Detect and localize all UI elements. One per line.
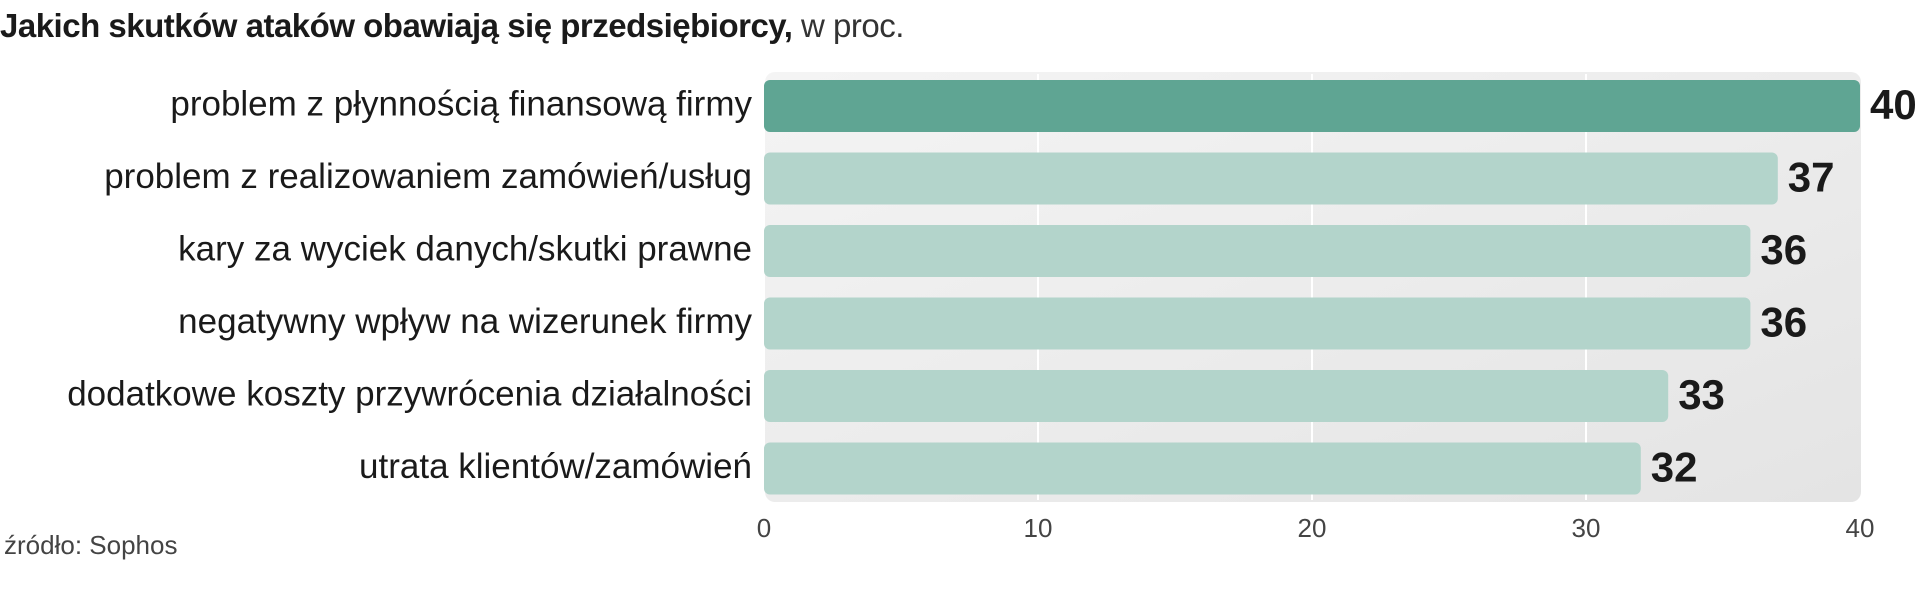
bar [764,442,1641,495]
x-axis-ticks: 0 10 20 30 40 [757,513,1875,543]
value-label: 36 [1760,299,1807,346]
bar [764,370,1669,422]
x-tick-label: 10 [1024,513,1053,543]
gridlines [1037,74,1587,500]
value-label: 36 [1760,226,1807,273]
category-label: dodatkowe koszty przywrócenia działalnoś… [67,374,752,413]
category-label: problem z płynnością finansową firmy [170,84,752,123]
category-labels: problem z płynnością finansową firmy prob… [67,84,752,486]
category-label: problem z realizowaniem zamówień/usług [104,157,752,196]
value-label: 37 [1788,154,1835,201]
source-note: źródło: Sophos [4,530,178,560]
bar [764,225,1751,277]
bar [764,80,1860,132]
bars [764,80,1860,495]
chart-title-main: Jakich skutków ataków obawiają się przed… [0,7,793,44]
x-tick-label: 0 [757,513,771,543]
x-tick-label: 40 [1846,513,1875,543]
category-label: kary za wyciek danych/skutki prawne [178,229,752,268]
category-label: utrata klientów/zamówień [359,447,752,486]
value-label: 40 [1870,81,1917,128]
bar [764,297,1751,350]
bar [764,152,1778,205]
x-tick-label: 20 [1298,513,1327,543]
category-label: negatywny wpływ na wizerunek firmy [178,302,752,341]
x-tick-label: 30 [1572,513,1601,543]
value-label: 32 [1651,444,1698,491]
value-labels: 40 37 36 36 33 32 [1651,81,1917,491]
value-label: 33 [1678,371,1725,418]
chart-title: Jakich skutków ataków obawiają się przed… [0,4,904,48]
chart-title-unit: w proc. [792,7,904,44]
